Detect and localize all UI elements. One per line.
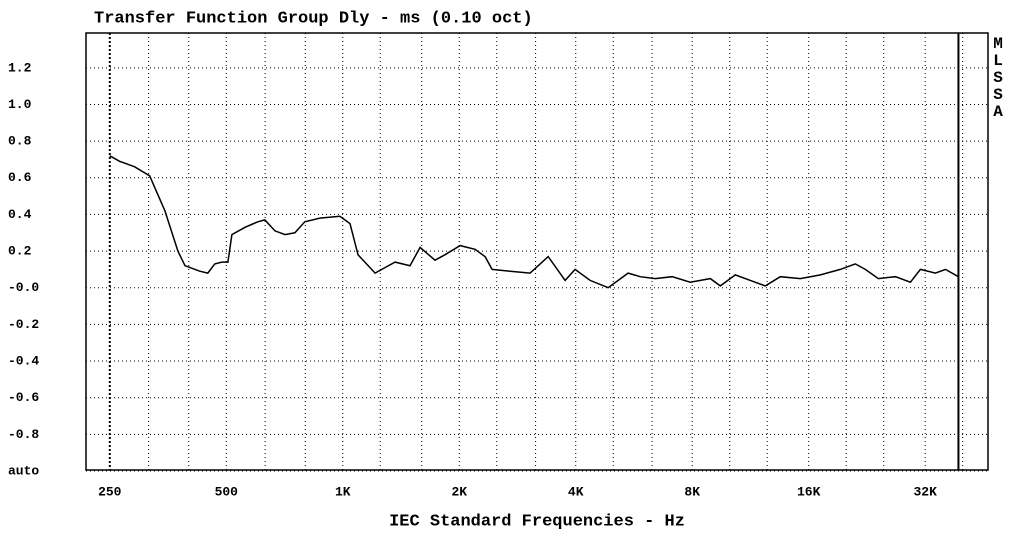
y-tick-label: auto (8, 463, 39, 478)
x-tick-label: 16K (797, 484, 821, 499)
y-tick-label: -0.6 (8, 390, 39, 405)
y-tick-label: 1.2 (8, 60, 32, 75)
y-tick-label: -0.8 (8, 427, 39, 442)
y-tick-label: 0.2 (8, 244, 32, 259)
y-tick-label: 0.8 (8, 134, 32, 149)
y-tick-label: 1.0 (8, 97, 32, 112)
y-tick-label: 0.4 (8, 207, 32, 222)
y-tick-label: 0.6 (8, 170, 32, 185)
x-tick-label: 32K (913, 484, 937, 499)
data-line (109, 155, 959, 289)
x-tick-label: 1K (335, 484, 351, 499)
y-tick-label: -0.4 (8, 353, 39, 368)
y-tick-label: -0.2 (8, 317, 39, 332)
y-tick-label: -0.0 (8, 280, 39, 295)
side-label: MLSSA (993, 35, 1003, 121)
chart-title: Transfer Function Group Dly - ms (0.10 o… (94, 9, 533, 28)
x-tick-label: 8K (684, 484, 700, 499)
x-tick-label: 2K (451, 484, 467, 499)
x-axis-label: IEC Standard Frequencies - Hz (389, 512, 685, 531)
plot-frame (85, 32, 989, 471)
x-tick-label: 4K (568, 484, 584, 499)
x-tick-label: 250 (98, 484, 122, 499)
x-tick-label: 500 (215, 484, 239, 499)
